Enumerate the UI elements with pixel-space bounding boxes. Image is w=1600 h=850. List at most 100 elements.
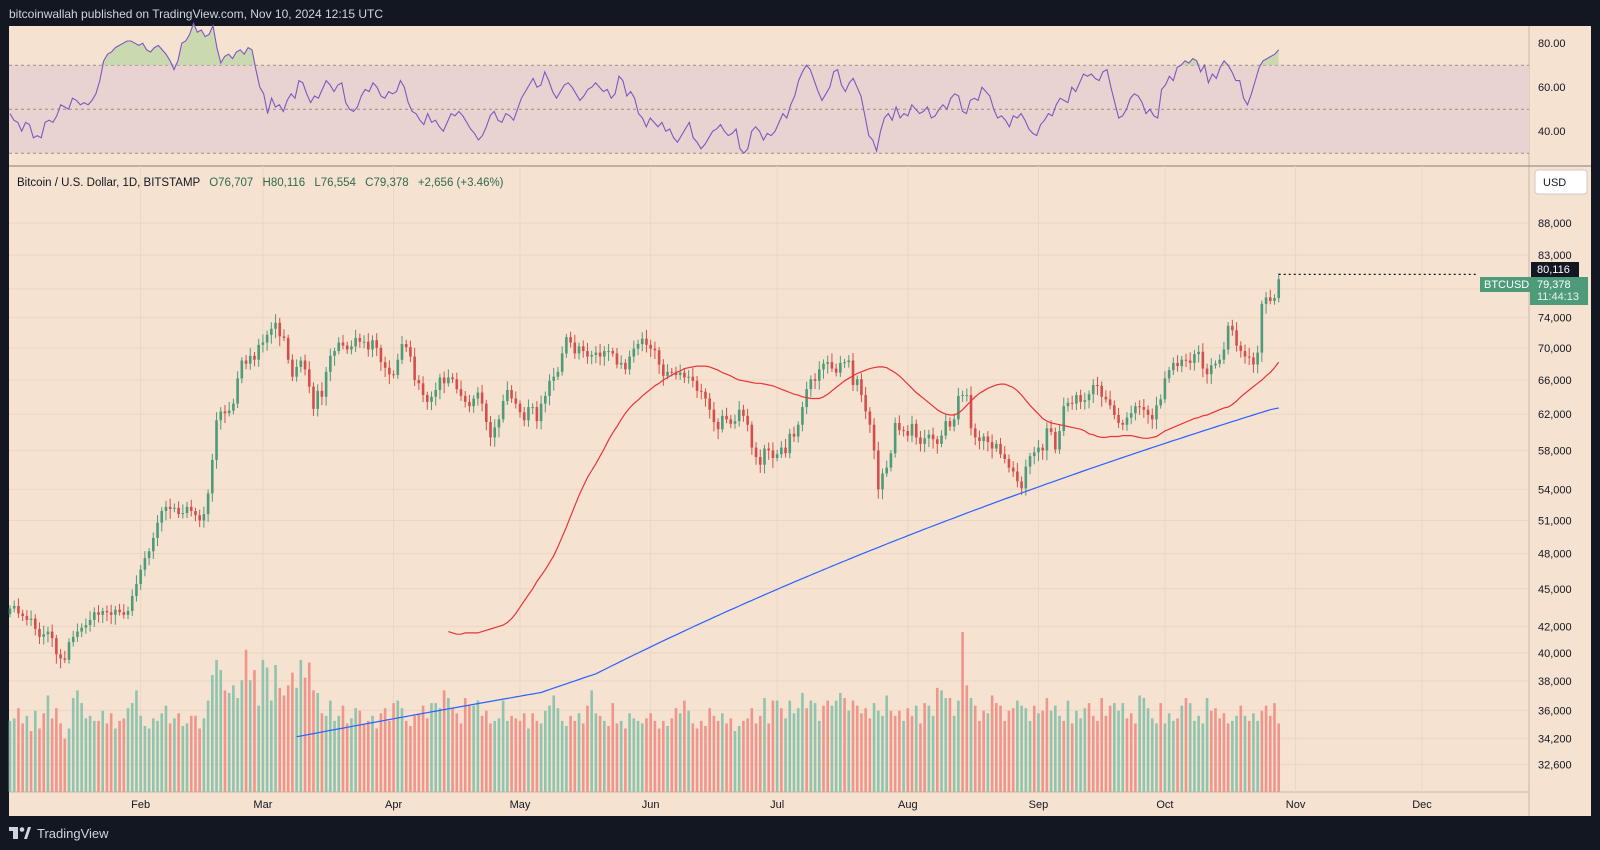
candle-body xyxy=(1083,400,1087,402)
volume-bar xyxy=(472,705,475,792)
candle-body xyxy=(834,368,838,373)
candle xyxy=(152,532,155,559)
volume-bar xyxy=(438,708,442,792)
candle xyxy=(160,507,164,532)
candle-body xyxy=(733,421,737,424)
candle xyxy=(404,339,408,353)
candle-body xyxy=(552,376,556,381)
candle xyxy=(1041,443,1044,460)
candle xyxy=(801,401,804,432)
candle xyxy=(514,391,518,409)
currency-button[interactable]: USD xyxy=(1534,169,1588,195)
candle-body xyxy=(750,424,754,448)
volume-bar xyxy=(278,687,282,792)
legend-open: O76,707 xyxy=(209,177,253,189)
volume-bar xyxy=(809,700,813,792)
legend-high: H80,116 xyxy=(263,177,306,189)
volume-bar xyxy=(379,713,383,792)
volume-bar xyxy=(1024,708,1028,792)
long-moving-average-line xyxy=(296,407,1279,738)
candle xyxy=(1197,345,1200,363)
candle xyxy=(733,414,737,429)
volume-bar xyxy=(805,708,808,792)
candle xyxy=(1146,405,1150,424)
volume-bar xyxy=(725,723,728,792)
candle xyxy=(826,355,830,374)
candle xyxy=(1277,273,1281,303)
candle-body xyxy=(194,510,197,516)
candle-body xyxy=(927,434,931,439)
volume-bar xyxy=(628,713,631,792)
candle-body xyxy=(1062,406,1066,432)
candle-body xyxy=(67,642,71,660)
candle xyxy=(425,391,429,410)
candle xyxy=(1113,400,1116,420)
volume-bar xyxy=(514,718,518,792)
price-tick-label: 54,000 xyxy=(1538,484,1572,496)
candle xyxy=(923,429,926,453)
candle-body xyxy=(1091,384,1095,395)
candle xyxy=(156,515,159,547)
candle-body xyxy=(704,391,707,399)
volume-bar xyxy=(1091,715,1095,792)
time-tick-label: Sep xyxy=(1029,799,1049,811)
candle-body xyxy=(1256,352,1259,365)
volume-bar xyxy=(973,705,977,792)
volume-bar xyxy=(527,728,530,792)
candle xyxy=(88,611,92,632)
volume-bar xyxy=(1209,710,1213,792)
ohlc-legend: Bitcoin / U.S. Dollar, 1D, BITSTAMP O76,… xyxy=(17,177,504,189)
candle xyxy=(202,506,206,528)
volume-bar xyxy=(586,705,589,792)
candle xyxy=(510,385,513,403)
candle-body xyxy=(177,507,180,515)
volume-bar xyxy=(76,690,79,792)
candle-body xyxy=(931,434,935,440)
candle-body xyxy=(1235,330,1238,346)
time-axis-ticks: Feb Mar Apr May Jun Jul Aug Sep Oct Nov Dec xyxy=(131,799,1432,811)
volume-bar xyxy=(581,723,585,792)
volume-bar xyxy=(223,690,227,792)
candle-body xyxy=(1087,394,1091,401)
tradingview-logo[interactable]: TradingView xyxy=(9,825,109,841)
volume-bar xyxy=(33,710,37,792)
candle xyxy=(1075,391,1078,411)
candle xyxy=(358,333,362,348)
candle-body xyxy=(8,608,12,614)
candle xyxy=(834,363,838,377)
volume-bar xyxy=(1142,698,1146,792)
candle xyxy=(211,453,214,502)
candle-body xyxy=(695,380,699,391)
candle xyxy=(531,403,534,415)
candle-body xyxy=(312,386,315,409)
candle-body xyxy=(1155,405,1158,420)
volume-bar xyxy=(38,728,41,792)
candle-body xyxy=(573,342,577,354)
candle-body xyxy=(1024,466,1028,489)
candle-body xyxy=(961,395,964,397)
candle-body xyxy=(17,605,20,614)
candle-body xyxy=(143,558,147,570)
volume-bar xyxy=(653,720,657,792)
rsi-line xyxy=(9,21,1280,155)
candle xyxy=(657,347,661,374)
candle-body xyxy=(881,473,884,490)
currency-label: USD xyxy=(1543,177,1566,189)
candle xyxy=(232,398,235,415)
volume-bar xyxy=(1007,710,1011,792)
volume-bar xyxy=(801,692,804,792)
candle-body xyxy=(889,453,893,468)
candle xyxy=(143,551,147,577)
candle-body xyxy=(1100,385,1103,397)
candle-body xyxy=(1163,378,1167,400)
candle xyxy=(927,429,931,448)
volume-bar xyxy=(1134,723,1137,792)
volume-bar xyxy=(767,723,770,792)
candle-body xyxy=(1134,406,1137,414)
volume-bar xyxy=(1100,698,1103,792)
candle-body xyxy=(282,336,286,338)
candle-body xyxy=(147,551,151,559)
candle-body xyxy=(657,350,661,365)
volume-bar xyxy=(447,698,450,792)
